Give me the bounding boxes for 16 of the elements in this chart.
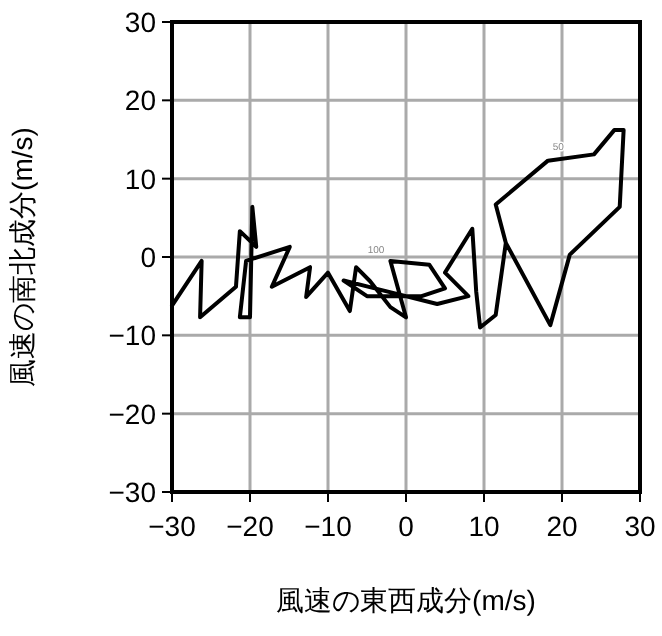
x-tick-label: −20 bbox=[226, 510, 275, 542]
x-tick-label: −10 bbox=[304, 510, 353, 542]
x-tick-label: 30 bbox=[624, 510, 656, 542]
x-tick-label: −30 bbox=[148, 510, 197, 542]
y-axis-title: 風速の南北成分(m/s) bbox=[6, 127, 38, 387]
y-tick-label: 10 bbox=[124, 162, 157, 195]
y-tick-label: −20 bbox=[108, 397, 157, 430]
y-tick-label: −30 bbox=[108, 476, 157, 508]
y-tick-label: −10 bbox=[108, 319, 157, 352]
x-tick-label: 20 bbox=[546, 510, 578, 542]
y-tick-label: 30 bbox=[124, 6, 157, 38]
x-tick-label: 0 bbox=[398, 510, 415, 542]
y-tick-label: 0 bbox=[140, 241, 157, 273]
x-axis-title: 風速の東西成分(m/s) bbox=[276, 584, 536, 616]
y-tick-label: 20 bbox=[124, 84, 157, 117]
x-tick-label: 10 bbox=[468, 510, 500, 542]
